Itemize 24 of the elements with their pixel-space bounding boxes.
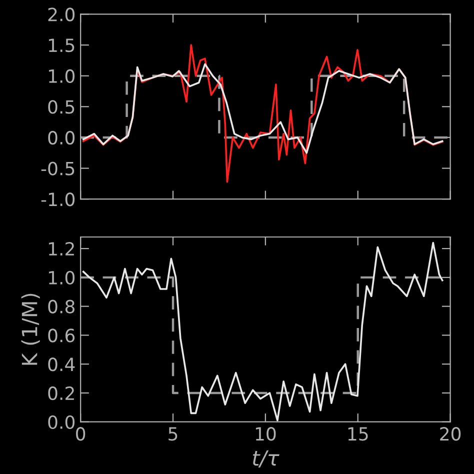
y-tick-label: 0.2 <box>48 386 74 400</box>
y-tick-label: -0.5 <box>41 162 74 176</box>
y-tick-label: -1.0 <box>41 192 75 206</box>
x-tick-label: 5 <box>168 427 178 441</box>
line-series <box>82 242 444 422</box>
y-tick-label: 0.4 <box>48 358 75 372</box>
y-tick-label: 1.2 <box>48 242 74 256</box>
line-series <box>82 44 444 183</box>
y-tick-label: 0.8 <box>48 300 74 314</box>
y-tick-label: 1.5 <box>48 38 74 52</box>
x-axis-title: t/τ <box>252 450 280 468</box>
y-tick-label: 0.0 <box>48 130 75 145</box>
x-tick-label: 0 <box>76 427 86 441</box>
x-tick-label: 15 <box>348 427 368 441</box>
y-tick-label: 0.5 <box>48 100 74 114</box>
y-tick-label: 0.6 <box>48 328 75 342</box>
y-axis-title: K (1/M) <box>21 294 40 365</box>
y-tick-label: 1.0 <box>48 69 75 83</box>
y-tick-label: 2.0 <box>48 8 75 22</box>
x-tick-label: 10 <box>256 427 276 441</box>
x-tick-label: 20 <box>440 427 461 441</box>
y-tick-label: 1.0 <box>48 270 75 285</box>
y-tick-label: 0.0 <box>48 415 75 429</box>
line-series <box>82 63 444 154</box>
